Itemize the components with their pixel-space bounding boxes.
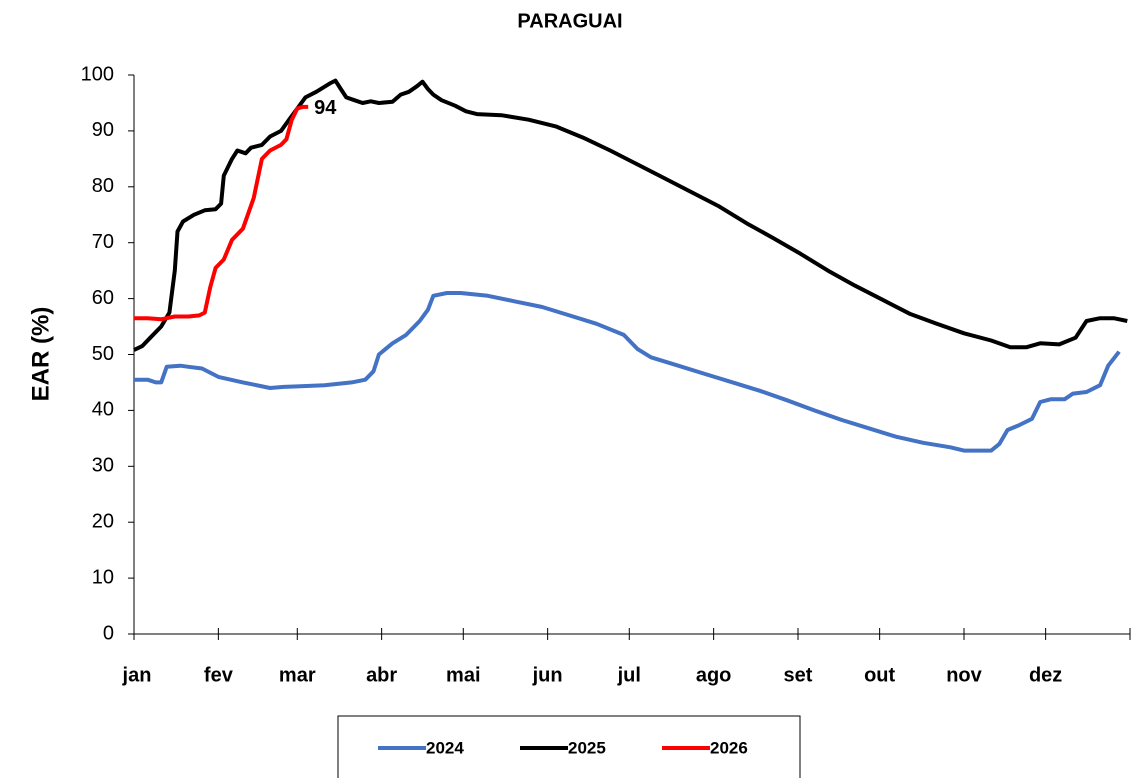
y-tick-label: 20 xyxy=(92,510,114,532)
series-line xyxy=(134,291,1121,453)
series-line xyxy=(134,104,309,322)
x-tick-label: ago xyxy=(696,664,732,686)
x-tick-label: mar xyxy=(279,664,316,686)
series-line xyxy=(133,78,1128,352)
y-tick-label: 40 xyxy=(92,399,114,421)
y-axis-label: EAR (%) xyxy=(27,307,54,402)
y-tick-label: 60 xyxy=(92,287,114,309)
y-tick-label: 50 xyxy=(92,343,114,365)
end-label: 94 xyxy=(314,97,337,119)
x-tick-label: jul xyxy=(617,664,641,686)
x-tick-label: nov xyxy=(946,664,982,686)
y-tick-label: 70 xyxy=(92,231,114,253)
x-tick-label: set xyxy=(784,664,813,686)
x-tick-label: dez xyxy=(1029,664,1062,686)
x-tick-label: jun xyxy=(532,664,563,686)
y-tick-label: 0 xyxy=(103,622,114,644)
legend-label: 2025 xyxy=(568,738,606,757)
y-tick-label: 100 xyxy=(81,63,114,85)
y-tick-label: 30 xyxy=(92,455,114,477)
x-tick-label: abr xyxy=(366,664,397,686)
y-tick-label: 90 xyxy=(92,119,114,141)
legend-label: 2026 xyxy=(710,738,748,757)
x-tick-label: mai xyxy=(446,664,480,686)
chart-title: PARAGUAI xyxy=(517,10,622,32)
x-tick-label: out xyxy=(864,664,895,686)
y-tick-label: 80 xyxy=(92,175,114,197)
y-tick-label: 10 xyxy=(92,566,114,588)
x-tick-label: jan xyxy=(122,664,152,686)
x-tick-label: fev xyxy=(204,664,234,686)
legend-label: 2024 xyxy=(426,738,464,757)
